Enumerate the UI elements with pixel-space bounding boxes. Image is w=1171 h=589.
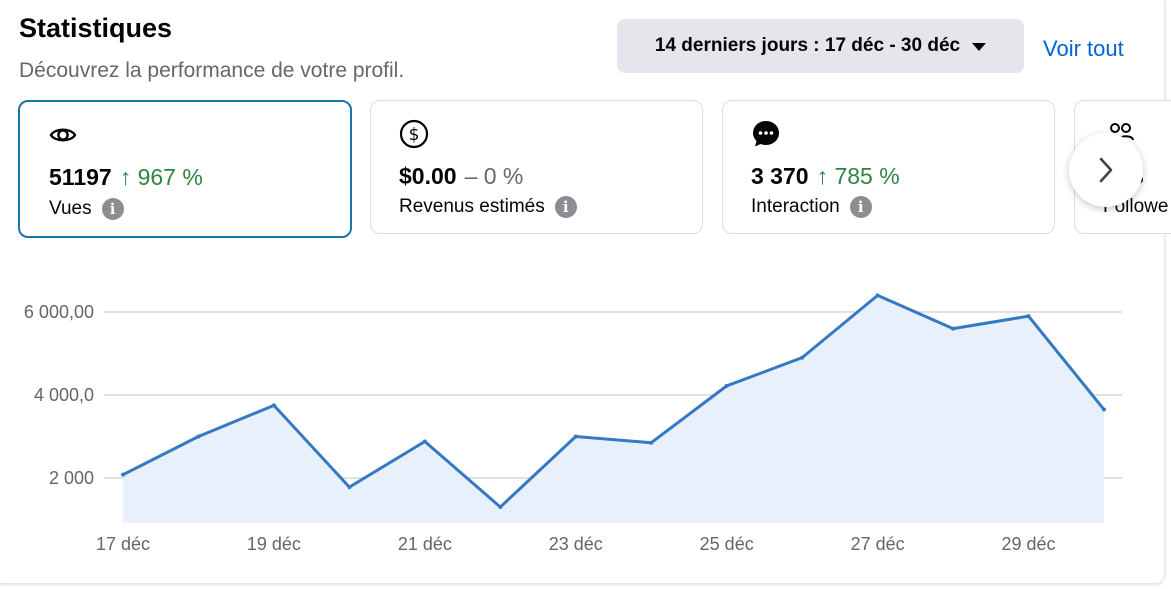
metric-label: Revenus estimés — [399, 196, 545, 217]
series-area — [123, 295, 1104, 523]
data-point[interactable] — [121, 472, 125, 477]
metric-change: ↑ 967 % — [119, 164, 203, 190]
eye-icon — [49, 128, 77, 142]
next-metrics-button[interactable] — [1069, 133, 1143, 207]
data-point[interactable] — [196, 434, 201, 439]
x-tick-label: 21 déc — [398, 534, 452, 554]
y-tick-label: 6 000,00 — [24, 302, 94, 322]
info-icon[interactable]: i — [849, 196, 872, 218]
data-point[interactable] — [951, 326, 956, 331]
metric-card-revenue[interactable]: $ $0.00 – 0 % Revenus estimés i — [370, 100, 703, 234]
series-line — [121, 293, 1106, 509]
x-tick-label: 23 déc — [549, 534, 603, 554]
metric-label: Interaction — [751, 196, 840, 217]
metric-change: – 0 % — [464, 163, 524, 189]
views-chart: 2 000 4 000,0 6 000,00 17 déc 19 déc 21 déc 23… — [24, 293, 1122, 554]
data-point[interactable] — [800, 355, 805, 360]
page-title: Statistiques — [19, 13, 173, 43]
caret-down-icon — [972, 43, 987, 51]
x-tick-label: 27 déc — [851, 534, 905, 554]
metric-label: Vues — [49, 198, 92, 219]
y-tick-label: 2 000 — [49, 468, 94, 488]
data-point[interactable] — [271, 403, 276, 408]
chevron-right-icon — [1099, 157, 1113, 183]
x-tick-label: 25 déc — [700, 534, 754, 554]
metric-value: 3 370 — [751, 163, 809, 189]
data-point[interactable] — [347, 485, 352, 490]
y-tick-label: 4 000,0 — [34, 385, 94, 405]
metric-card-interaction[interactable]: 3 370 ↑ 785 % Interaction i — [722, 100, 1055, 234]
x-tick-label: 17 déc — [96, 534, 150, 554]
metric-value: $0.00 — [399, 163, 457, 189]
see-all-link[interactable]: Voir tout — [1043, 36, 1124, 61]
metric-change: ↑ 785 % — [816, 163, 900, 189]
date-range-label: 14 derniers jours : 17 déc - 30 déc — [654, 35, 961, 56]
data-point[interactable] — [573, 434, 578, 439]
info-icon[interactable]: i — [101, 198, 124, 220]
info-icon[interactable]: i — [554, 196, 577, 218]
data-point[interactable] — [422, 439, 427, 444]
dollar-icon: $ — [399, 119, 429, 149]
date-range-dropdown[interactable]: 14 derniers jours : 17 déc - 30 déc — [617, 19, 1024, 73]
data-point[interactable] — [1026, 314, 1031, 319]
data-point[interactable] — [724, 383, 729, 388]
data-point[interactable] — [1102, 407, 1106, 412]
metric-card-views[interactable]: 51197 ↑ 967 % Vues i — [18, 100, 352, 238]
data-point[interactable] — [649, 440, 654, 445]
page-subtitle: Découvrez la performance de votre profil… — [19, 59, 405, 82]
metric-value: 51197 — [49, 164, 112, 190]
data-point[interactable] — [875, 293, 880, 298]
svg-text:$: $ — [409, 125, 420, 145]
chat-bubble-icon — [753, 121, 779, 147]
x-tick-label: 19 déc — [247, 534, 301, 554]
x-tick-label: 29 déc — [1002, 534, 1056, 554]
data-point[interactable] — [498, 505, 503, 510]
